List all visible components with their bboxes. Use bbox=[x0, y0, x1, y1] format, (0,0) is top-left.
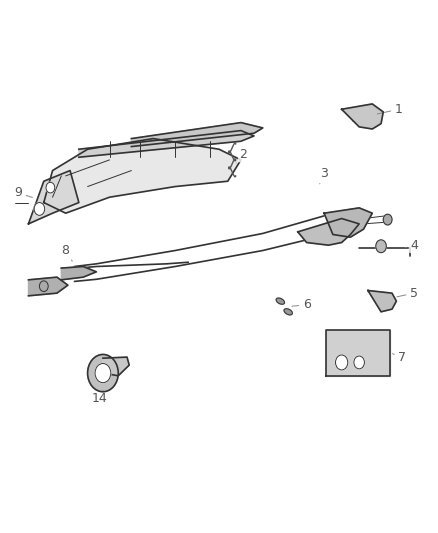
Text: 9: 9 bbox=[14, 187, 32, 199]
Ellipse shape bbox=[284, 309, 293, 315]
Text: 5: 5 bbox=[397, 287, 418, 300]
Circle shape bbox=[34, 203, 45, 215]
Polygon shape bbox=[79, 131, 254, 157]
Polygon shape bbox=[324, 208, 372, 237]
Text: 6: 6 bbox=[292, 298, 311, 311]
Polygon shape bbox=[342, 104, 383, 129]
Circle shape bbox=[95, 364, 111, 383]
Text: 8: 8 bbox=[61, 244, 72, 261]
Polygon shape bbox=[103, 357, 129, 376]
Circle shape bbox=[383, 214, 392, 225]
Text: 4: 4 bbox=[405, 239, 418, 252]
Polygon shape bbox=[61, 266, 96, 280]
Polygon shape bbox=[28, 171, 79, 224]
Text: 1: 1 bbox=[377, 103, 403, 116]
Text: 7: 7 bbox=[392, 351, 406, 364]
Circle shape bbox=[46, 182, 55, 193]
Circle shape bbox=[354, 356, 364, 369]
Polygon shape bbox=[326, 330, 390, 376]
Polygon shape bbox=[131, 123, 263, 147]
Circle shape bbox=[39, 281, 48, 292]
Text: 2: 2 bbox=[236, 148, 247, 163]
Circle shape bbox=[336, 355, 348, 370]
Polygon shape bbox=[44, 139, 241, 213]
Text: 14: 14 bbox=[92, 390, 108, 405]
Polygon shape bbox=[368, 290, 396, 312]
Polygon shape bbox=[298, 219, 359, 245]
Text: 3: 3 bbox=[320, 167, 328, 184]
Ellipse shape bbox=[276, 298, 285, 304]
Polygon shape bbox=[28, 277, 68, 296]
Circle shape bbox=[376, 240, 386, 253]
Circle shape bbox=[88, 354, 118, 392]
